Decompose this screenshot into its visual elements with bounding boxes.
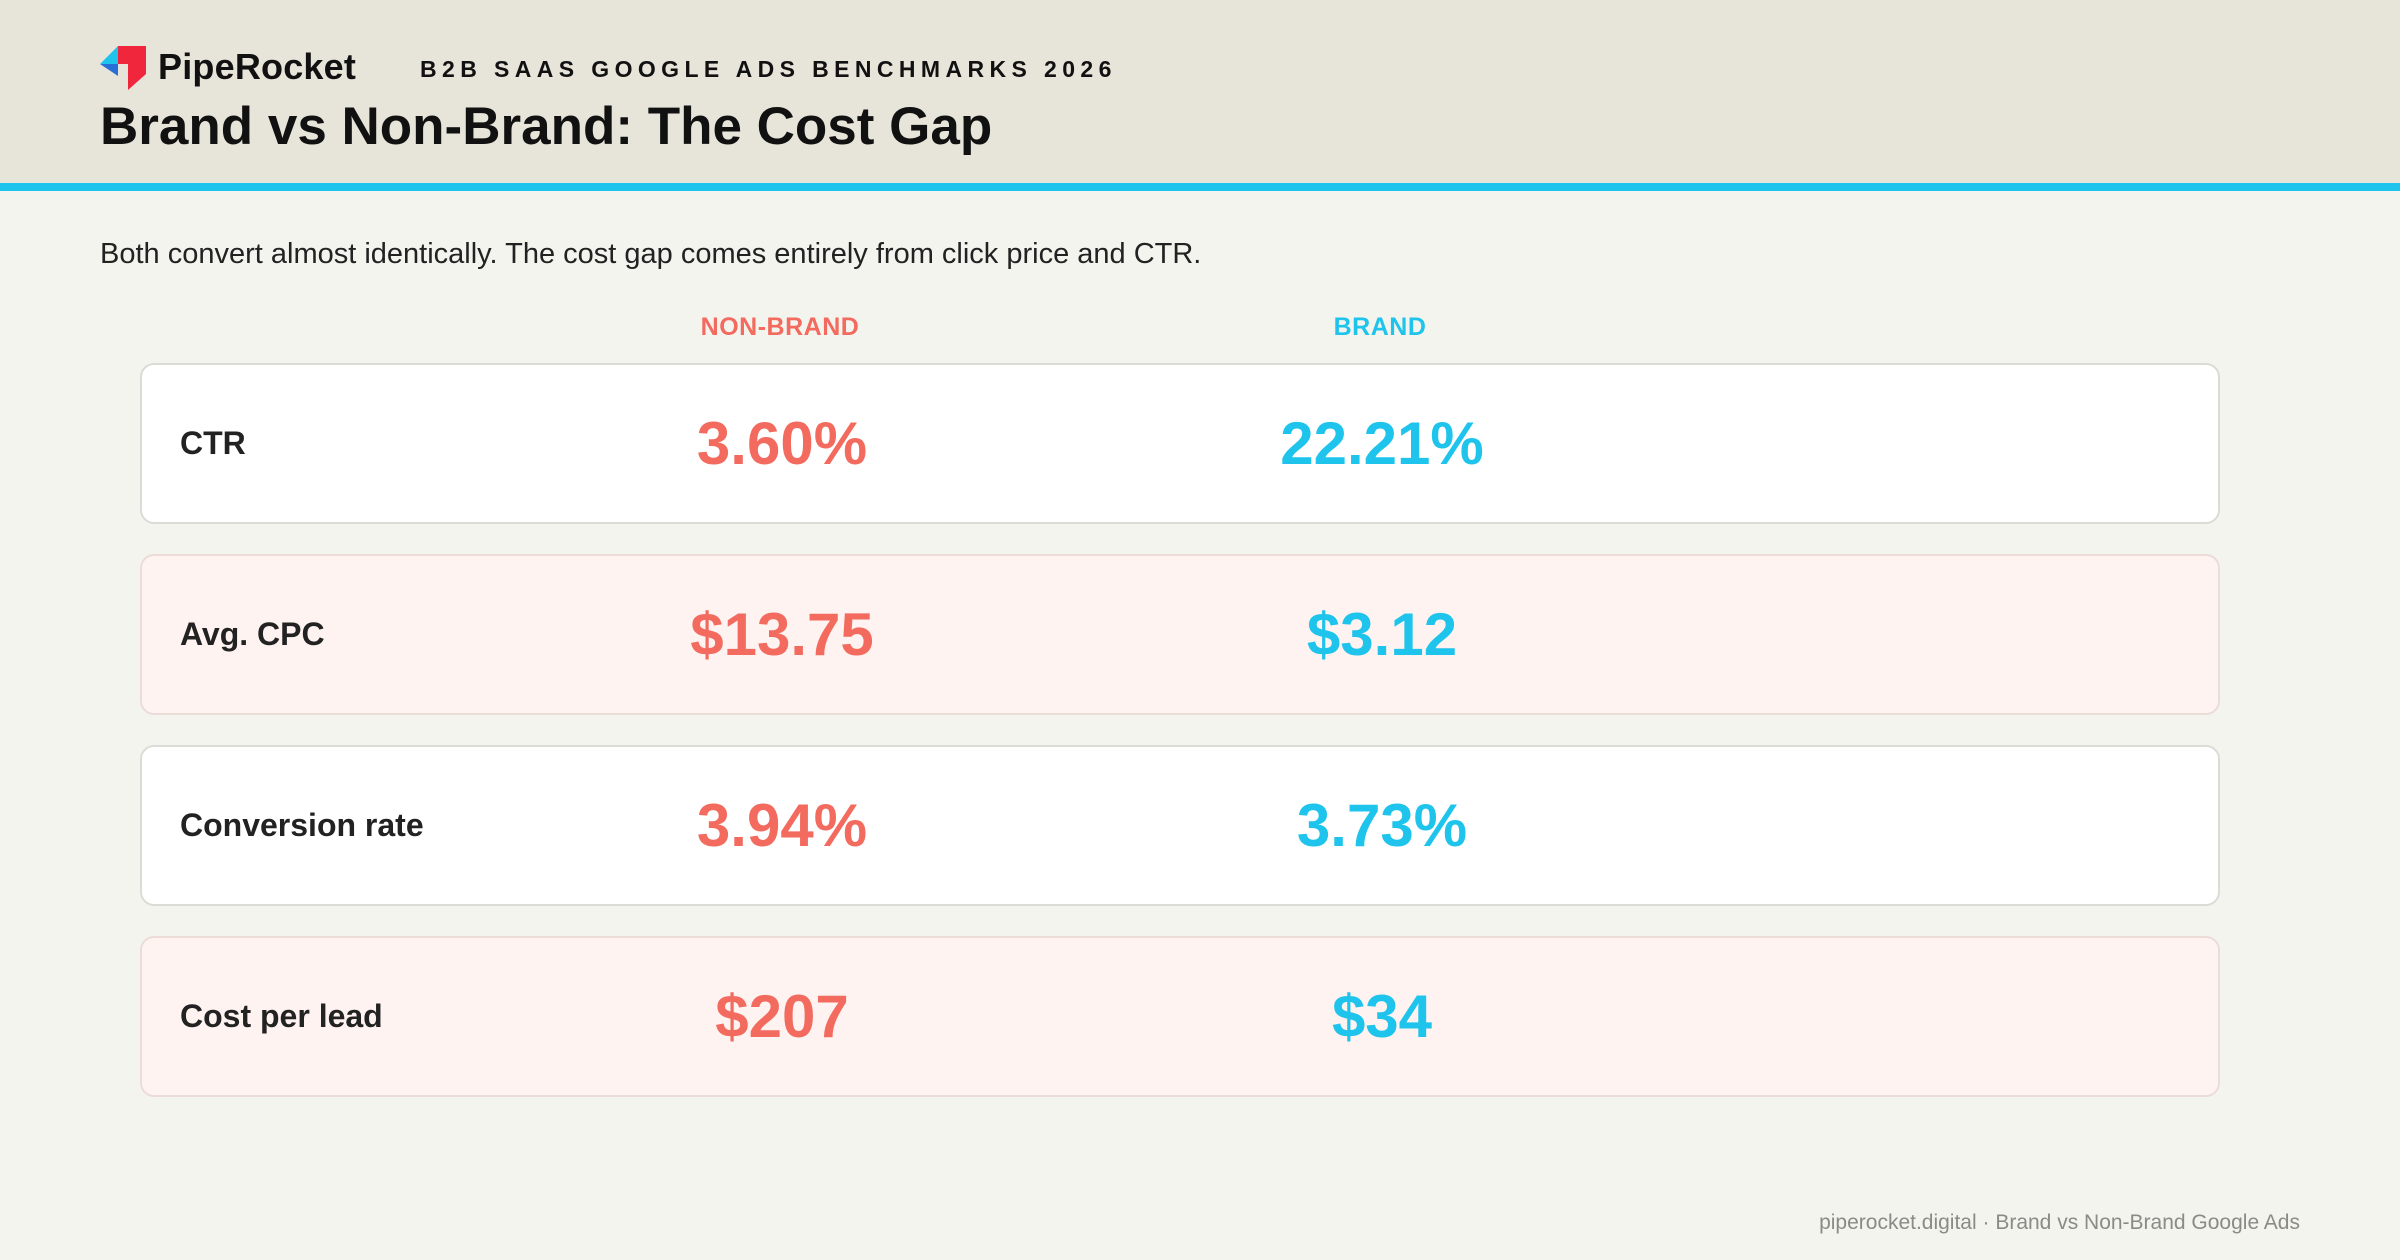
brand-value: $3.12 — [1306, 601, 1458, 668]
non-brand-value: 3.94% — [696, 792, 868, 859]
non-brand-value: 3.60% — [696, 410, 868, 477]
non-brand-value: $13.75 — [690, 601, 874, 668]
page-title: Brand vs Non-Brand: The Cost Gap — [100, 97, 993, 156]
footer-credit: piperocket.digital · Brand vs Non-Brand … — [1819, 1211, 2300, 1234]
metric-label: Conversion rate — [180, 807, 424, 843]
subtitle: Both convert almost identically. The cos… — [100, 238, 1202, 270]
report-kicker: B2B SAAS GOOGLE ADS BENCHMARKS 2026 — [420, 56, 1117, 82]
page-header: PipeRocket B2B SAAS GOOGLE ADS BENCHMARK… — [0, 0, 2400, 183]
metric-label: CTR — [180, 425, 246, 461]
brand-value: 3.73% — [1296, 792, 1468, 859]
column-header-brand: BRAND — [1333, 313, 1427, 341]
brand-value: $34 — [1331, 983, 1433, 1050]
brand-value: 22.21% — [1280, 410, 1484, 477]
header-accent-rule — [0, 183, 2400, 191]
metric-label: Cost per lead — [180, 998, 383, 1034]
non-brand-value: $207 — [715, 983, 849, 1050]
column-header-non-brand: NON-BRAND — [700, 313, 860, 341]
table-row-avg-cpc: Avg. CPC $13.75 $3.12 — [140, 554, 2220, 715]
table-row-conversion-rate: Conversion rate 3.94% 3.73% — [140, 745, 2220, 906]
brand-name: PipeRocket — [158, 46, 357, 87]
rocket-logo-icon — [100, 46, 146, 90]
comparison-table: CTR 3.60% 22.21% Avg. CPC $13.75 $3.12 C… — [140, 363, 2220, 1127]
table-row-cost-per-lead: Cost per lead $207 $34 — [140, 936, 2220, 1097]
metric-label: Avg. CPC — [180, 616, 325, 652]
table-row-ctr: CTR 3.60% 22.21% — [140, 363, 2220, 524]
brand-logo: PipeRocket — [100, 44, 356, 90]
